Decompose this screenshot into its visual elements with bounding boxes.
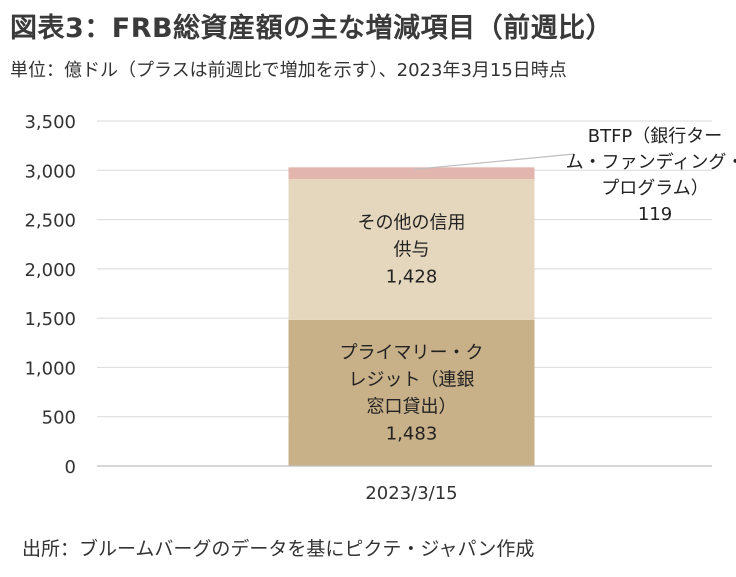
y-tick-label: 3,000 (24, 161, 76, 182)
y-tick-label: 3,500 (24, 112, 76, 133)
segment-label: 窓口貸出） (367, 396, 457, 417)
segment-label: 供与 (394, 239, 430, 260)
y-tick-label: 1,000 (24, 358, 76, 379)
bar-segment (288, 167, 535, 180)
chart-title: 図表3：FRB総資産額の主な増減項目（前週比） (10, 13, 614, 44)
y-tick-label: 0 (65, 457, 76, 478)
bar-segment (288, 319, 535, 466)
chart-subtitle: 単位：億ドル（プラスは前週比で増加を示す）、2023年3月15日時点 (10, 60, 567, 81)
segment-label: 1,428 (386, 266, 438, 287)
y-axis-tick-labels: 0 500 1,000 1,500 2,000 2,500 3,000 3,500 (24, 112, 76, 478)
segment-label: レジット（連銀 (349, 369, 475, 390)
y-tick-label: 2,000 (24, 260, 76, 281)
y-tick-label: 2,500 (24, 211, 76, 232)
btfp-leader-line (414, 153, 575, 170)
x-tick-label: 2023/3/15 (365, 483, 457, 504)
bar-segments (288, 167, 535, 466)
segment-label: プライマリー・ク (340, 342, 484, 363)
segment-label: その他の信用 (358, 212, 466, 233)
y-tick-label: 1,500 (24, 309, 76, 330)
x-axis: 2023/3/15 (97, 465, 712, 504)
y-tick-label: 500 (42, 408, 76, 429)
segment-label-btfp: 119 (638, 204, 672, 225)
segment-label: 1,483 (386, 423, 438, 444)
segment-label-btfp: ム・ファンディング・ (566, 152, 736, 173)
bar-segment (288, 179, 535, 320)
segment-label-btfp: プログラム） (601, 178, 708, 199)
segment-label-btfp: BTFP（銀行ター (588, 126, 723, 147)
source-note: 出所：ブルームバーグのデータを基にピクテ・ジャパン作成 (22, 538, 535, 560)
